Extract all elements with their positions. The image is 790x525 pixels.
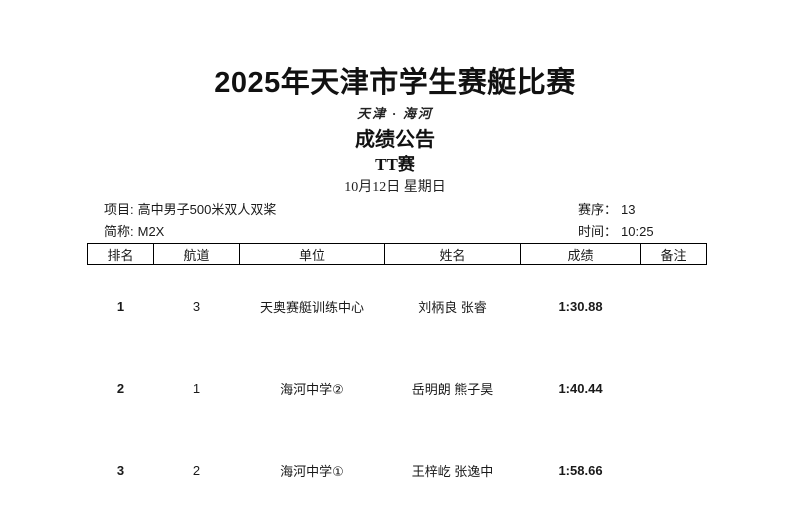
event-meta-right: 赛序： 13 时间： 10:25 (578, 199, 654, 243)
cell-unit: 天奥赛艇训练中心 (259, 299, 364, 315)
cell-lane: 2 (192, 462, 201, 478)
heat-number-label: 赛序： (578, 202, 618, 217)
cell-result: 1:40.44 (558, 380, 603, 396)
cell-result: 1:58.66 (558, 462, 603, 478)
cell-unit: 海河中学② (280, 381, 344, 397)
cell-note (641, 347, 707, 429)
cell-note (641, 429, 707, 511)
results-table: 排名 航道 单位 姓名 成绩 备注 1 3 天奥赛艇训练中心 刘柄良 张睿 1:… (87, 243, 707, 511)
event-meta-left: 项目: 高中男子500米双人双桨 简称: M2X (104, 199, 276, 243)
cell-rank: 1 (116, 298, 125, 314)
cell-name: 刘柄良 张睿 (418, 299, 487, 315)
column-header-note: 备注 (640, 243, 707, 265)
column-header-name: 姓名 (384, 243, 521, 265)
page-title: 2025年天津市学生赛艇比赛 (214, 67, 576, 99)
event-location-subtitle: 天津 · 海河 (357, 106, 433, 121)
table-row: 2 1 海河中学② 岳明朗 熊子昊 1:40.44 (88, 347, 707, 429)
column-header-rank: 排名 (87, 243, 154, 265)
cell-name: 王梓屹 张逸中 (411, 463, 494, 479)
event-name-row: 项目: 高中男子500米双人双桨 (104, 199, 276, 221)
table-header-row: 排名 航道 单位 姓名 成绩 备注 (87, 243, 707, 265)
cell-lane: 1 (192, 380, 201, 396)
cell-result: 1:30.88 (558, 298, 603, 314)
heat-number-row: 赛序： 13 (578, 199, 654, 221)
cell-rank: 2 (116, 380, 125, 396)
race-format-label: TT赛 (375, 155, 415, 174)
cell-rank: 3 (116, 462, 125, 478)
event-name-value: 高中男子500米双人双桨 (137, 202, 277, 217)
title-block: 2025年天津市学生赛艇比赛 天津 · 海河 成绩公告 TT赛 10月12日 星… (0, 66, 790, 198)
heat-number-value: 13 (621, 202, 636, 217)
column-header-result: 成绩 (520, 243, 641, 265)
event-meta-block: 项目: 高中男子500米双人双桨 简称: M2X 赛序： 13 时间： 10:25 (0, 199, 790, 243)
event-abbr-label: 简称: (104, 224, 134, 239)
start-time-label: 时间： (578, 224, 618, 239)
column-header-lane: 航道 (153, 243, 240, 265)
start-time-row: 时间： 10:25 (578, 221, 654, 243)
event-name-label: 项目: (104, 202, 134, 217)
cell-name: 岳明朗 熊子昊 (411, 381, 494, 397)
column-header-unit: 单位 (239, 243, 385, 265)
cell-note (641, 265, 707, 348)
bulletin-type-title: 成绩公告 (355, 129, 435, 151)
table-row: 3 2 海河中学① 王梓屹 张逸中 1:58.66 (88, 429, 707, 511)
cell-unit: 海河中学① (280, 463, 344, 479)
event-abbr-row: 简称: M2X (104, 221, 276, 243)
event-abbr-value: M2X (137, 224, 165, 239)
cell-lane: 3 (192, 298, 201, 314)
table-row: 1 3 天奥赛艇训练中心 刘柄良 张睿 1:30.88 (88, 265, 707, 348)
start-time-value: 10:25 (621, 224, 654, 239)
race-date-label: 10月12日 星期日 (344, 180, 446, 195)
